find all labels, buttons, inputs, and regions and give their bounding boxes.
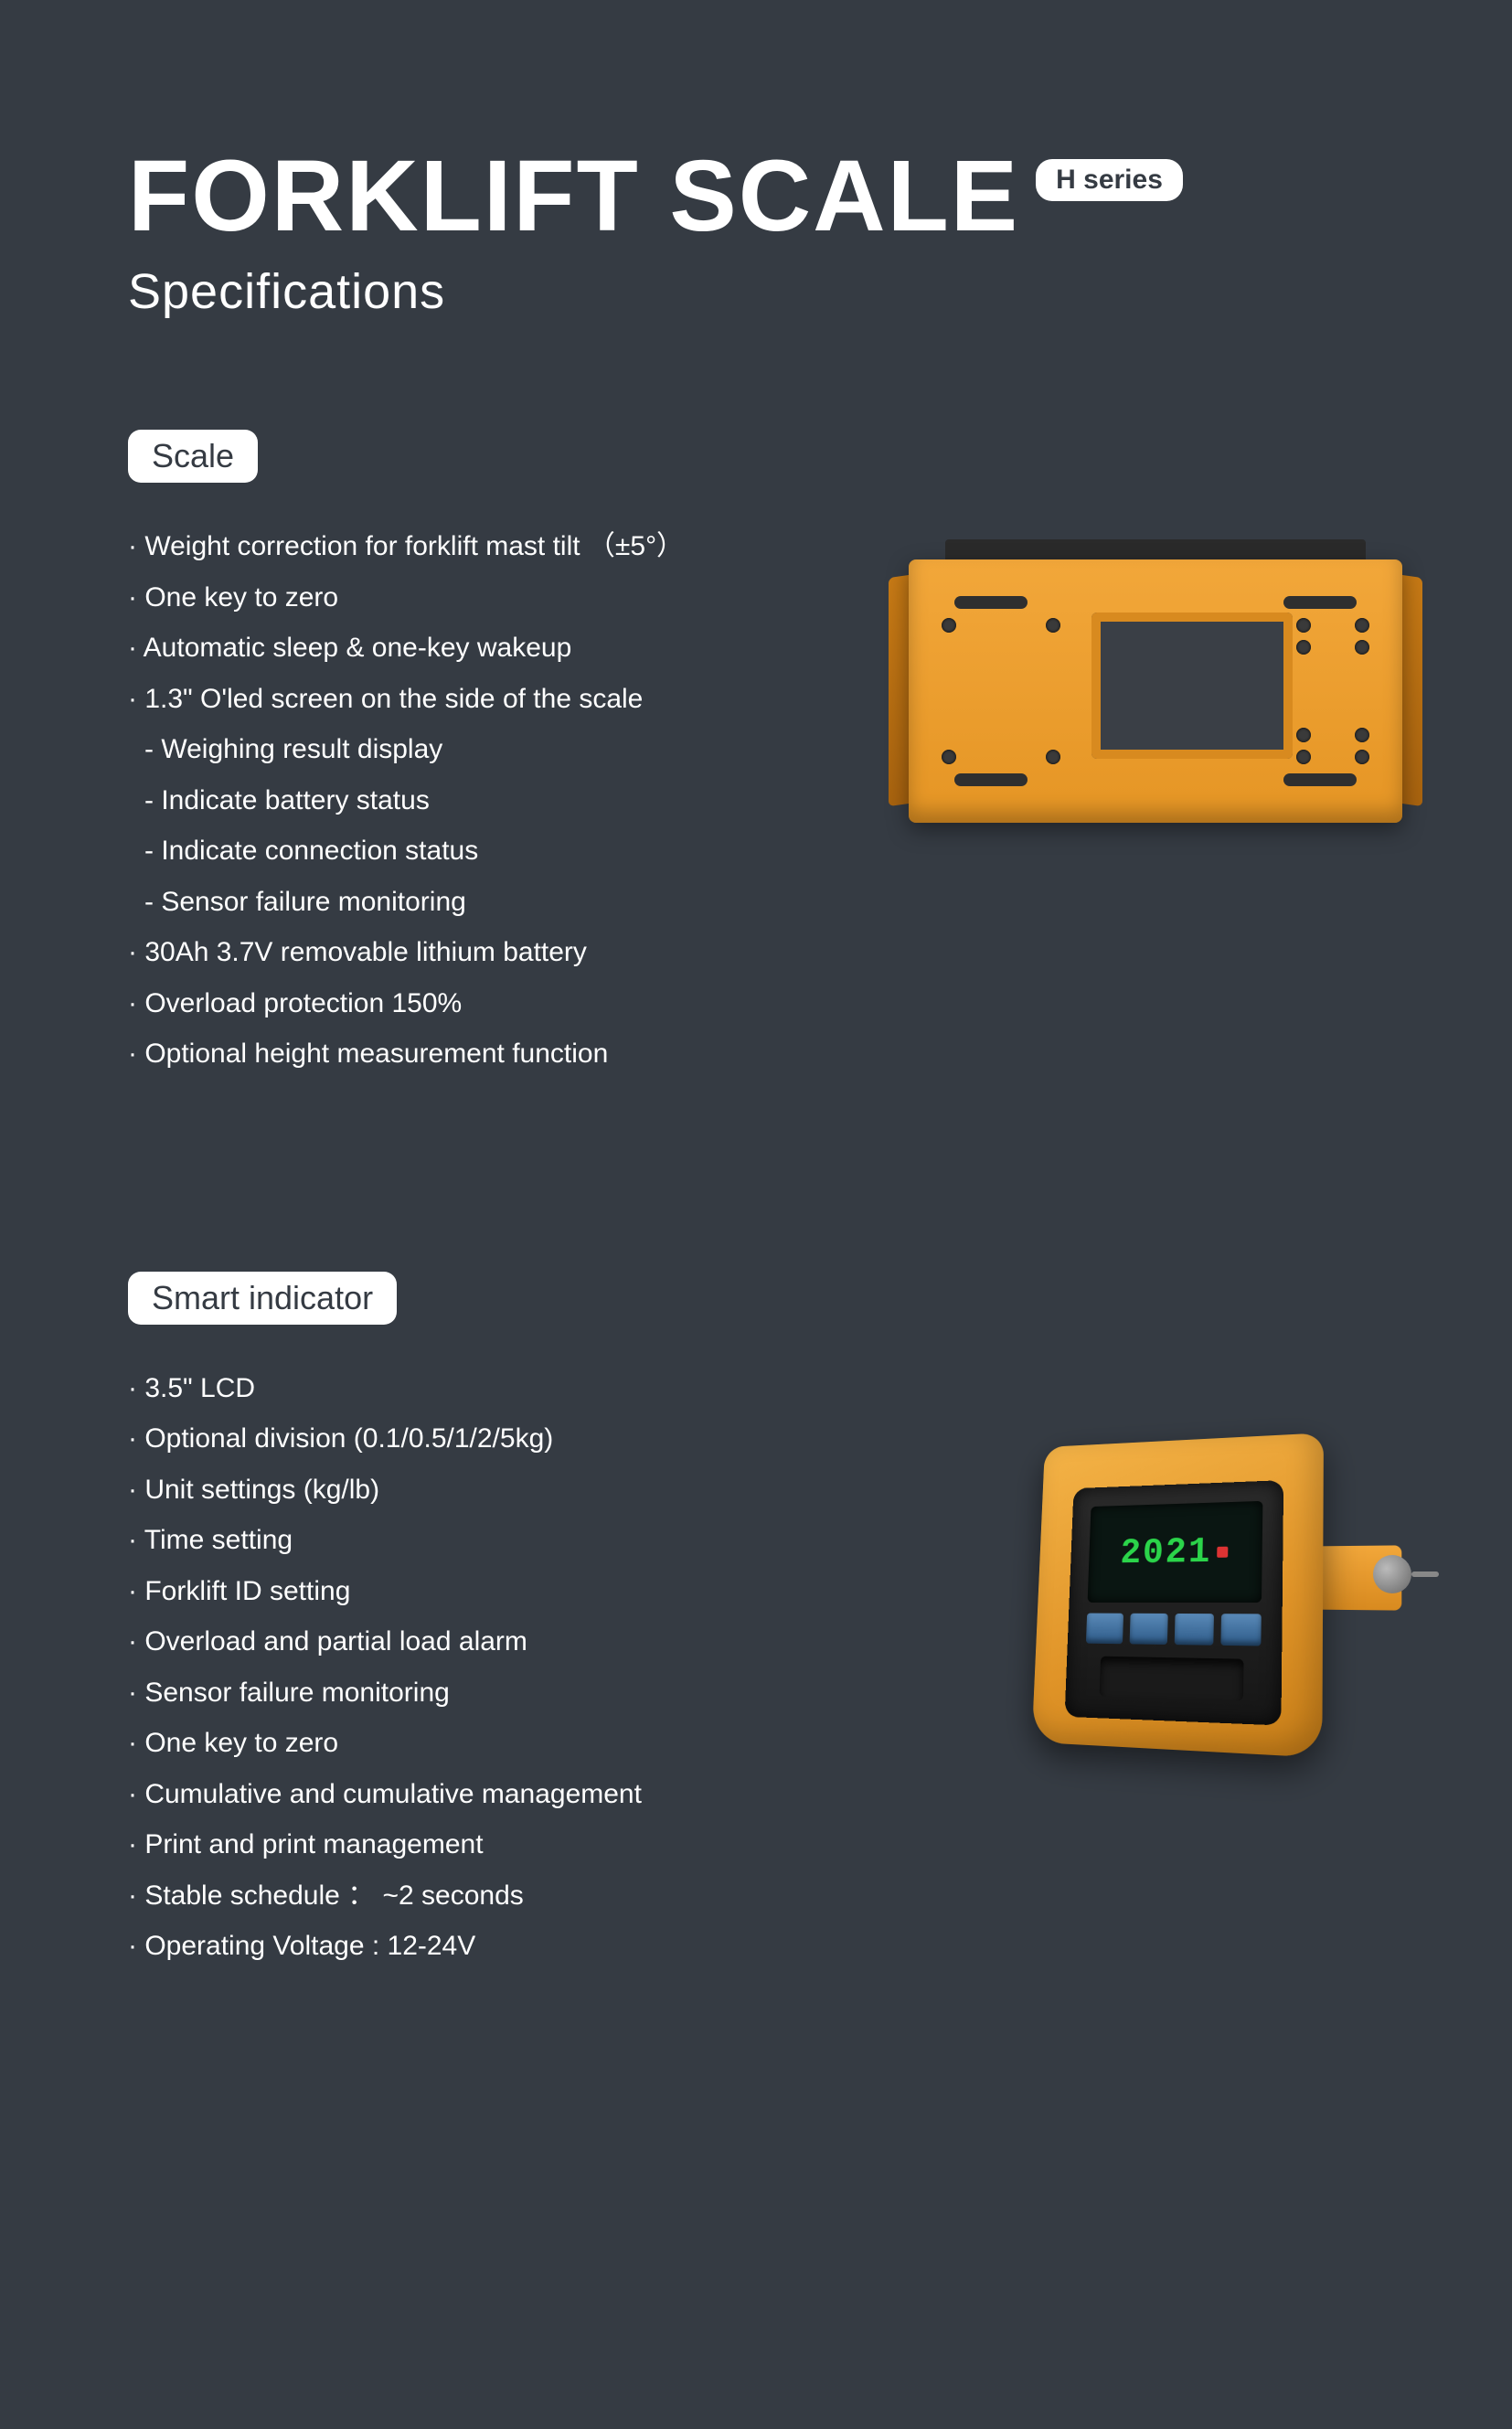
spec-item: Overload protection 150%: [128, 978, 768, 1029]
indicator-printer-slot: [1100, 1656, 1244, 1700]
spec-sub-item: Indicate connection status: [144, 826, 768, 877]
spec-item: Operating Voltage : 12-24V: [128, 1921, 768, 1972]
indicator-screen-value: 2021: [1120, 1531, 1212, 1573]
section-indicator: Smart indicator 3.5" LCD Optional divisi…: [128, 1272, 1384, 1972]
section-badge-scale: Scale: [128, 430, 258, 483]
spec-item: 30Ah 3.7V removable lithium battery: [128, 927, 768, 978]
spec-item: 1.3" O'led screen on the side of the sca…: [128, 674, 768, 725]
indicator-button: [1175, 1613, 1214, 1645]
spec-item: Stable schedule ： ~2 seconds: [128, 1870, 768, 1922]
spec-item: Sensor failure monitoring: [128, 1667, 768, 1719]
page-header: FORKLIFT SCALE H series Specifications: [128, 146, 1384, 320]
indicator-mount-bolt: [1373, 1555, 1411, 1593]
spec-item: Forklift ID setting: [128, 1566, 768, 1617]
spec-item: Weight correction for forklift mast tilt…: [128, 521, 768, 572]
indicator-button: [1220, 1614, 1261, 1646]
scale-device-illustration: [909, 539, 1402, 823]
section-badge-indicator: Smart indicator: [128, 1272, 397, 1325]
spec-item: Print and print management: [128, 1819, 768, 1870]
spec-item: Unit settings (kg/lb): [128, 1465, 768, 1516]
spec-item: Cumulative and cumulative management: [128, 1769, 768, 1820]
indicator-button: [1130, 1613, 1168, 1644]
section-scale: Scale Weight correction for forklift mas…: [128, 430, 1384, 1080]
scale-spec-list: Weight correction for forklift mast tilt…: [128, 521, 768, 1080]
spec-item: 3.5" LCD: [128, 1363, 768, 1414]
spec-item: Automatic sleep & one-key wakeup: [128, 623, 768, 674]
spec-item: Optional height measurement function: [128, 1028, 768, 1080]
spec-item: Time setting: [128, 1515, 768, 1566]
spec-item: One key to zero: [128, 572, 768, 623]
spec-sub-item: Weighing result display: [144, 724, 768, 775]
indicator-spec-list: 3.5" LCD Optional division (0.1/0.5/1/2/…: [128, 1363, 768, 1972]
indicator-device-illustration: 2021: [1000, 1418, 1402, 1820]
title-row: FORKLIFT SCALE H series: [128, 146, 1384, 247]
spec-item: Overload and partial load alarm: [128, 1616, 768, 1667]
indicator-button: [1086, 1613, 1123, 1644]
spec-sub-item: Indicate battery status: [144, 775, 768, 826]
spec-sub-item: Sensor failure monitoring: [144, 877, 768, 928]
series-badge: H series: [1036, 159, 1183, 201]
spec-item: Optional division (0.1/0.5/1/2/5kg): [128, 1413, 768, 1465]
spec-item: One key to zero: [128, 1718, 768, 1769]
main-title: FORKLIFT SCALE: [128, 146, 1019, 247]
subtitle: Specifications: [128, 263, 1384, 320]
scale-spec-sublist: Weighing result display Indicate battery…: [128, 724, 768, 927]
